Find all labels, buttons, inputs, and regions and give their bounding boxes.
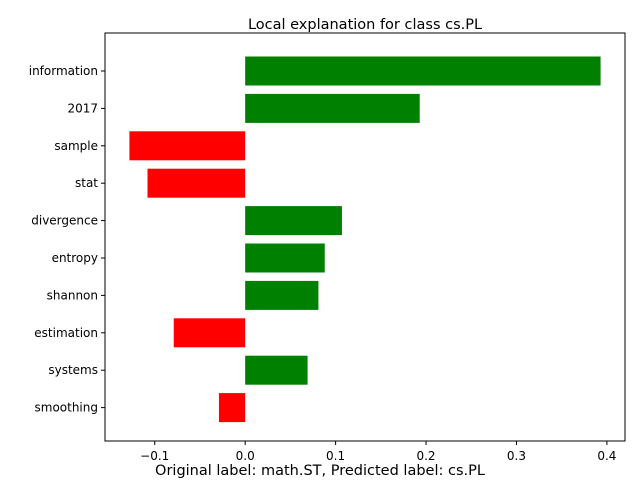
bar-stat [147,168,246,198]
y-axis: information 2017 sample stat divergence entro… [29,64,105,415]
x-axis: −0.1 0.0 0.1 0.2 0.3 0.4 [140,441,616,463]
x-tick-label: 0.0 [236,449,255,463]
y-tick-label: information [29,64,98,78]
y-tick-label: divergence [31,214,98,228]
axes-frame [104,32,626,442]
chart-caption: Original label: math.ST, Predicted label… [155,463,485,479]
bar-systems [245,355,308,385]
bar-information [245,56,601,86]
y-tick-label: estimation [34,326,98,340]
bar-shannon [245,280,319,310]
bar-estimation [173,318,246,348]
y-tick-label: stat [75,176,98,190]
chart-title: Local explanation for class cs.PL [248,17,482,33]
bar-2017 [245,93,420,123]
bar-smoothing [218,393,246,423]
x-tick-label: −0.1 [140,449,169,463]
y-tick-label: systems [48,363,98,377]
bar-entropy [245,243,325,273]
x-tick-label: 0.2 [416,449,435,463]
x-tick-label: 0.3 [507,449,526,463]
y-tick-label: sample [54,139,98,153]
bar-divergence [245,206,342,236]
bar-sample [129,131,246,161]
x-tick-label: 0.1 [326,449,345,463]
y-tick-label: entropy [52,251,98,265]
y-tick-label: smoothing [35,401,99,415]
bars-group [129,56,601,423]
y-tick-label: shannon [47,288,98,302]
y-tick-label: 2017 [67,101,98,115]
x-tick-label: 0.4 [597,449,616,463]
